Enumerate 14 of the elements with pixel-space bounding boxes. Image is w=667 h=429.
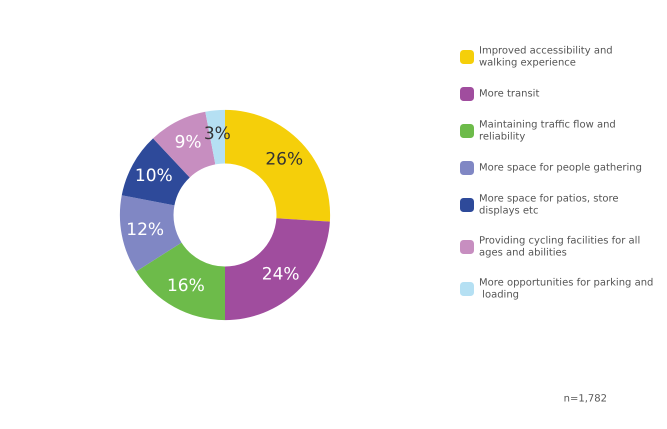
legend-label: Maintaining traffic flow and reliability [479, 120, 619, 142]
data-label: 16% [166, 276, 205, 296]
data-label: 10% [134, 166, 173, 186]
legend-label: More space for people gathering [479, 162, 642, 174]
data-label: 24% [262, 264, 300, 284]
legend-label: Improved accessibility and walking experience [479, 46, 616, 68]
legend-label: More opportunities for parking and loading [479, 278, 654, 300]
data-label: 26% [265, 149, 304, 170]
legend-label: More transit [479, 88, 540, 100]
text: n=1,782 [564, 394, 608, 404]
data-label: 12% [126, 220, 164, 240]
legend-label: Providing cycling facilities for all ages and abilities [479, 236, 644, 258]
legend-label: More space for patios, store displays etc [479, 194, 622, 216]
data-label: 9% [174, 132, 202, 153]
